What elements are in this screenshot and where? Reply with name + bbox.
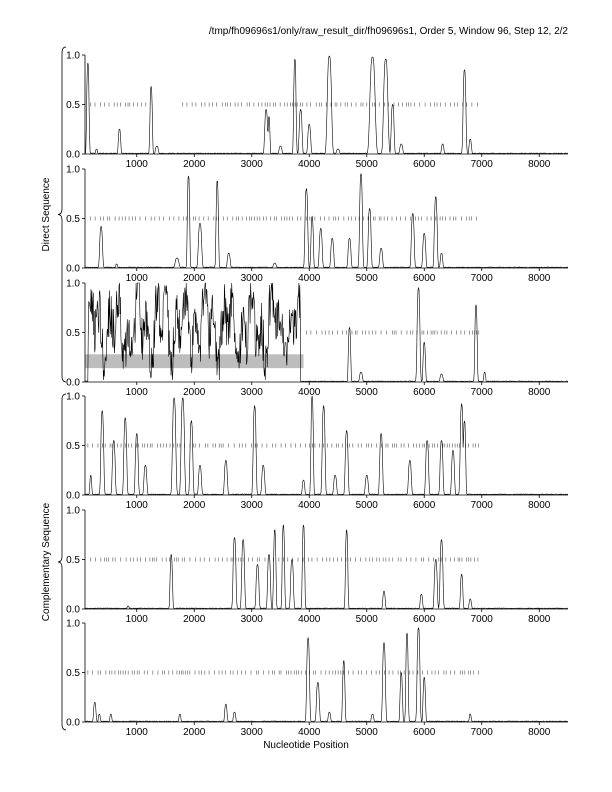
group-brackets: Direct Sequence Complementary Sequence bbox=[41, 46, 67, 731]
x-tick-label: 8000 bbox=[528, 387, 551, 398]
x-tick-label: 7000 bbox=[471, 727, 494, 738]
x-tick-label: 4000 bbox=[298, 614, 321, 625]
y-tick-label: 1.0 bbox=[66, 279, 80, 290]
x-tick-label: 4000 bbox=[298, 727, 321, 738]
x-tick-label: 7000 bbox=[471, 500, 494, 511]
x-tick-label: 3000 bbox=[241, 500, 264, 511]
x-tick-label: 2000 bbox=[183, 727, 206, 738]
x-tick-label: 4000 bbox=[298, 273, 321, 284]
x-tick-label: 5000 bbox=[356, 273, 379, 284]
x-tick-label: 6000 bbox=[413, 387, 436, 398]
x-tick-label: 6000 bbox=[413, 159, 436, 170]
panels-layer: 0.0 0.5 1.0 1000 2000 3000 4000 5000 6000 7000 800… bbox=[66, 51, 569, 738]
y-tick-label: 0.0 bbox=[66, 491, 80, 502]
direct-sequence-label: Direct Sequence bbox=[41, 177, 52, 251]
x-tick-label: 1000 bbox=[126, 159, 149, 170]
x-tick-label: 2000 bbox=[183, 387, 206, 398]
y-tick-label: 0.5 bbox=[66, 328, 80, 339]
probability-trace bbox=[85, 626, 569, 723]
y-tick-label: 0.0 bbox=[66, 264, 80, 275]
y-tick-label: 1.0 bbox=[66, 51, 80, 62]
x-tick-label: 2000 bbox=[183, 159, 206, 170]
x-tick-label: 8000 bbox=[528, 500, 551, 511]
y-tick-label: 0.0 bbox=[66, 605, 80, 616]
x-tick-label: 5000 bbox=[356, 387, 379, 398]
y-tick-label: 0.5 bbox=[66, 555, 80, 566]
x-tick-label: 5000 bbox=[356, 727, 379, 738]
x-tick-label: 7000 bbox=[471, 273, 494, 284]
y-tick-label: 0.5 bbox=[66, 100, 80, 111]
y-tick-label: 0.5 bbox=[66, 214, 80, 225]
panel-direct-frame-1: 0.0 0.5 1.0 1000 2000 3000 4000 5000 6000 7000 800… bbox=[66, 51, 569, 170]
panel-complementary-frame-1: 0.0 0.5 1.0 1000 2000 3000 4000 5000 6000 7000 800… bbox=[66, 392, 569, 511]
x-tick-label: 8000 bbox=[528, 614, 551, 625]
y-tick-label: 0.0 bbox=[66, 150, 80, 161]
panel-direct-frame-2: 0.0 0.5 1.0 1000 2000 3000 4000 5000 6000 7000 800… bbox=[66, 165, 569, 284]
x-tick-label: 5000 bbox=[356, 500, 379, 511]
x-tick-label: 7000 bbox=[471, 159, 494, 170]
probability-trace bbox=[84, 282, 569, 383]
y-tick-label: 1.0 bbox=[66, 392, 80, 403]
x-tick-label: 6000 bbox=[413, 500, 436, 511]
y-tick-label: 0.5 bbox=[66, 668, 80, 679]
bracket-direct bbox=[57, 46, 67, 383]
shaded-region bbox=[85, 354, 304, 369]
x-tick-label: 2000 bbox=[183, 273, 206, 284]
x-tick-label: 6000 bbox=[413, 614, 436, 625]
x-tick-label: 1000 bbox=[126, 614, 149, 625]
x-tick-label: 4000 bbox=[298, 387, 321, 398]
x-tick-label: 5000 bbox=[356, 614, 379, 625]
x-tick-label: 8000 bbox=[528, 159, 551, 170]
x-tick-label: 7000 bbox=[471, 614, 494, 625]
complementary-sequence-label: Complementary Sequence bbox=[41, 502, 52, 621]
chart-header-title: /tmp/fh09696s1/only/raw_result_dir/fh096… bbox=[208, 26, 568, 37]
x-tick-label: 1000 bbox=[126, 387, 149, 398]
panel-complementary-frame-3: 0.0 0.5 1.0 1000 2000 3000 4000 5000 6000 7000 800… bbox=[66, 619, 569, 738]
x-tick-label: 3000 bbox=[241, 614, 264, 625]
x-tick-label: 3000 bbox=[241, 273, 264, 284]
panel-direct-frame-3: 0.0 0.5 1.0 1000 2000 3000 4000 5000 6000 7000 800… bbox=[66, 279, 569, 398]
y-tick-label: 0.5 bbox=[66, 441, 80, 452]
x-tick-label: 7000 bbox=[471, 387, 494, 398]
bracket-complementary bbox=[57, 393, 67, 731]
x-tick-label: 2000 bbox=[183, 614, 206, 625]
x-tick-label: 5000 bbox=[356, 159, 379, 170]
probability-trace bbox=[84, 396, 569, 496]
probability-trace bbox=[84, 524, 568, 610]
x-axis-label: Nucleotide Position bbox=[263, 740, 349, 751]
x-tick-label: 3000 bbox=[241, 727, 264, 738]
x-tick-label: 6000 bbox=[413, 273, 436, 284]
y-tick-label: 1.0 bbox=[66, 165, 80, 176]
y-tick-label: 1.0 bbox=[66, 619, 80, 630]
x-tick-label: 4000 bbox=[298, 500, 321, 511]
x-tick-label: 1000 bbox=[126, 500, 149, 511]
x-tick-label: 4000 bbox=[298, 159, 321, 170]
panel-complementary-frame-2: 0.0 0.5 1.0 1000 2000 3000 4000 5000 6000 7000 800… bbox=[66, 506, 568, 625]
x-tick-label: 1000 bbox=[126, 727, 149, 738]
probability-trace bbox=[84, 172, 569, 269]
x-tick-label: 1000 bbox=[126, 273, 149, 284]
x-tick-label: 2000 bbox=[183, 500, 206, 511]
x-tick-label: 3000 bbox=[241, 159, 264, 170]
probability-trace bbox=[84, 55, 569, 155]
y-tick-label: 1.0 bbox=[66, 506, 80, 517]
x-tick-label: 3000 bbox=[241, 387, 264, 398]
x-tick-label: 8000 bbox=[528, 727, 551, 738]
y-tick-label: 0.0 bbox=[66, 718, 80, 729]
x-tick-label: 8000 bbox=[528, 273, 551, 284]
x-tick-label: 6000 bbox=[413, 727, 436, 738]
y-tick-label: 0.0 bbox=[66, 378, 80, 389]
